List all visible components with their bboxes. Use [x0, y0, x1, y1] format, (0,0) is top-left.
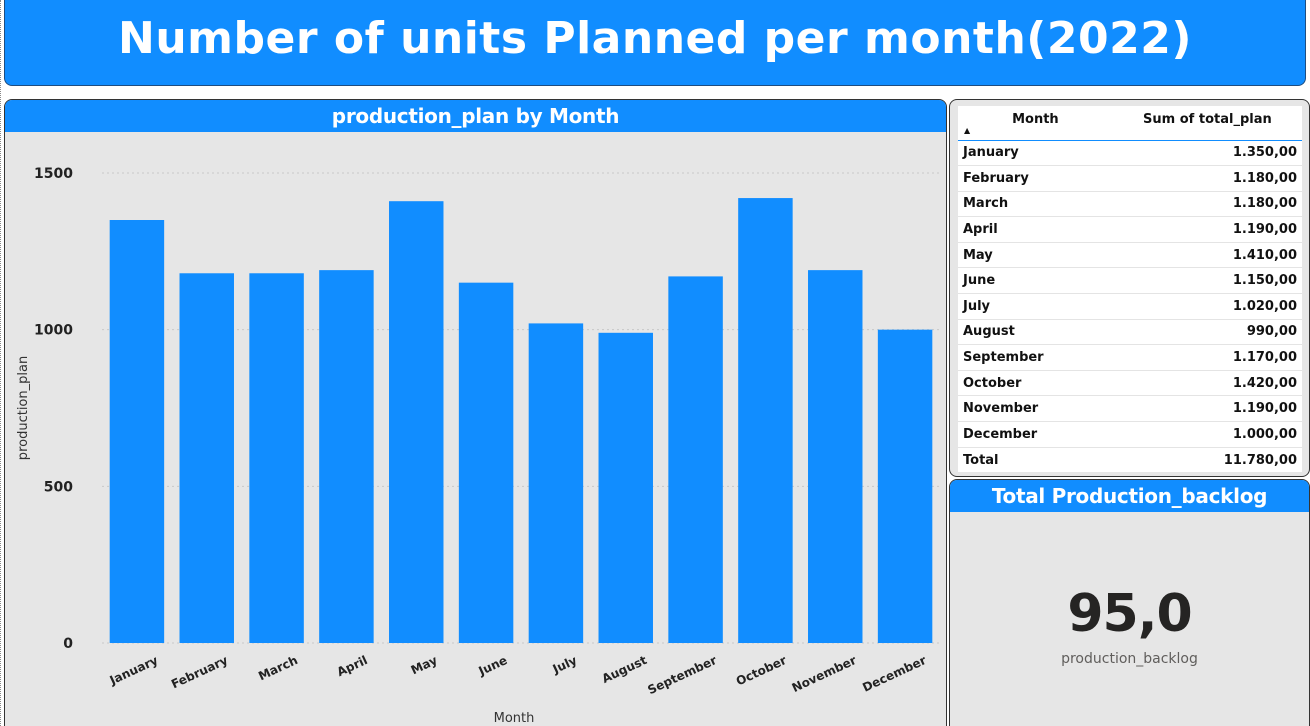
row-value: 1.170,00: [1112, 344, 1302, 371]
table-panel[interactable]: Month ▲ Sum of total_plan January 1.350,0…: [949, 99, 1310, 477]
total-value: 11.780,00: [1112, 446, 1302, 475]
row-month: September: [958, 344, 1113, 371]
y-tick-label: 1000: [34, 323, 73, 339]
row-month: March: [958, 191, 1113, 218]
plan-table: Month ▲ Sum of total_plan January 1.350,0…: [958, 106, 1302, 475]
table-total-row: Total 11.780,00: [958, 446, 1302, 475]
y-tick-label: 500: [44, 479, 73, 495]
table-row[interactable]: March 1.180,00: [958, 191, 1302, 218]
row-value: 1.180,00: [1112, 165, 1302, 192]
x-tick-label: May: [409, 653, 440, 677]
row-month: May: [958, 242, 1113, 269]
bar-december[interactable]: [877, 329, 933, 643]
x-tick-label: August: [600, 653, 650, 686]
table-row[interactable]: May 1.410,00: [958, 242, 1302, 269]
row-value: 1.000,00: [1112, 421, 1302, 448]
backlog-card-panel[interactable]: Total Production_backlog 95,0 production…: [949, 479, 1310, 726]
bar-november[interactable]: [808, 270, 863, 643]
x-tick-label: April: [335, 653, 370, 679]
bar-september[interactable]: [668, 276, 723, 643]
bar-january[interactable]: [109, 220, 165, 643]
row-value: 1.350,00: [1112, 140, 1302, 167]
header-month-label: Month: [1012, 112, 1059, 127]
x-tick-label: June: [476, 653, 510, 679]
bar-august[interactable]: [598, 332, 653, 643]
bar-may[interactable]: [389, 201, 444, 643]
card-label: production_backlog: [1061, 651, 1198, 667]
row-value: 1.180,00: [1112, 191, 1302, 218]
x-tick-label: December: [860, 653, 928, 695]
table-row[interactable]: November 1.190,00: [958, 395, 1302, 423]
row-month: November: [958, 395, 1113, 423]
table-row[interactable]: October 1.420,00: [958, 370, 1302, 397]
y-tick-label: 0: [63, 636, 73, 652]
table-header-row: Month ▲ Sum of total_plan: [958, 106, 1302, 141]
row-month: June: [958, 267, 1113, 295]
header-month[interactable]: Month ▲: [958, 106, 1113, 141]
row-month: January: [958, 140, 1113, 167]
row-month: February: [958, 165, 1113, 192]
row-value: 1.190,00: [1112, 216, 1302, 243]
row-month: December: [958, 421, 1113, 448]
table-container: Month ▲ Sum of total_plan January 1.350,0…: [958, 106, 1302, 475]
bar-july[interactable]: [528, 323, 584, 643]
y-tick-label: 1500: [34, 166, 73, 182]
card-value: 95,0: [1067, 584, 1192, 644]
report-banner: Number of units Planned per month(2022): [4, 0, 1306, 86]
table-row[interactable]: February 1.180,00: [958, 165, 1302, 192]
report-title: Number of units Planned per month(2022): [118, 13, 1192, 64]
row-value: 1.410,00: [1112, 242, 1302, 269]
row-value: 1.420,00: [1112, 370, 1302, 397]
x-tick-label: July: [550, 653, 580, 677]
bar-chart: 0 500 1000 1500 January February March April May…: [16, 166, 940, 726]
total-label: Total: [958, 446, 1113, 475]
bar-chart-panel[interactable]: production_plan by Month 0 500 1000 1500 Jan…: [4, 99, 947, 726]
row-value: 1.150,00: [1112, 267, 1302, 295]
x-tick-label: October: [734, 653, 789, 689]
row-month: July: [958, 293, 1113, 320]
table-row[interactable]: August 990,00: [958, 319, 1302, 346]
sort-ascending-icon[interactable]: ▲: [964, 126, 971, 135]
table-body: January 1.350,00 February 1.180,00 March 1.18…: [958, 140, 1302, 448]
bar-march[interactable]: [249, 273, 304, 643]
x-tick-label: September: [645, 653, 718, 697]
bar-chart-title: production_plan by Month: [5, 100, 946, 132]
bar-june[interactable]: [458, 282, 514, 643]
x-tick-label: January: [107, 653, 161, 688]
table-row[interactable]: April 1.190,00: [958, 216, 1302, 243]
row-value: 1.020,00: [1112, 293, 1302, 320]
x-tick-label: November: [790, 653, 859, 695]
bar-february[interactable]: [179, 273, 234, 643]
table-row[interactable]: December 1.000,00: [958, 421, 1302, 448]
y-axis-title: production_plan: [16, 356, 31, 460]
x-tick-label: February: [169, 653, 230, 691]
table-row[interactable]: January 1.350,00: [958, 140, 1302, 167]
row-value: 990,00: [1112, 319, 1302, 346]
row-value: 1.190,00: [1112, 395, 1302, 423]
card-title: Total Production_backlog: [950, 480, 1309, 512]
x-axis-title: Month: [494, 711, 535, 726]
row-month: October: [958, 370, 1113, 397]
table-row[interactable]: September 1.170,00: [958, 344, 1302, 371]
x-tick-label: March: [256, 653, 300, 683]
table-row[interactable]: July 1.020,00: [958, 293, 1302, 320]
bar-april[interactable]: [319, 270, 374, 643]
header-sum[interactable]: Sum of total_plan: [1112, 106, 1302, 141]
row-month: August: [958, 319, 1113, 346]
table-row[interactable]: June 1.150,00: [958, 267, 1302, 295]
row-month: April: [958, 216, 1113, 243]
bar-october[interactable]: [738, 198, 793, 644]
